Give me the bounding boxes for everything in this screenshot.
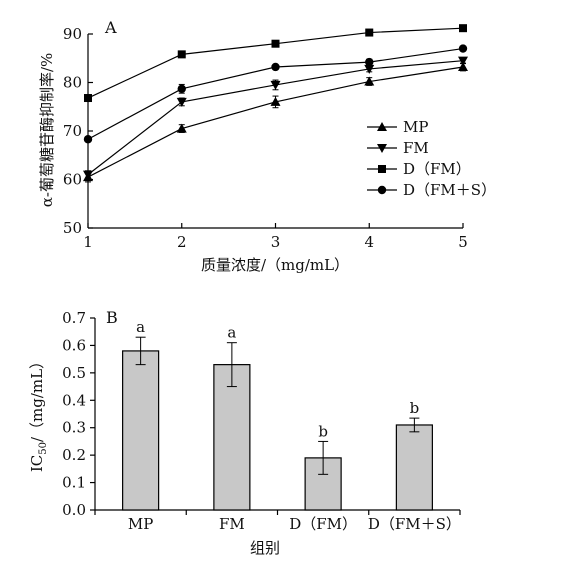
panel-b-y-tick-label: 0.7	[62, 309, 86, 327]
panel-a: A 50 60 70 80 90 1 2 3 4 5 MP FM D（FM） D（FM＋S） 质量浓度…	[38, 18, 496, 274]
panel-a-data-point	[176, 97, 187, 107]
panel-b-bar	[213, 364, 251, 511]
panel-a-data-point	[364, 76, 375, 86]
panel-b-bar-group-0: a	[122, 318, 160, 511]
panel-a-legend-entry-1: FM	[367, 139, 429, 157]
panel-b-y-tick-label: 0.3	[62, 419, 86, 437]
panel-a-y-tick-label: 90	[63, 25, 82, 43]
panel-b-x-axis-label: 组别	[250, 539, 280, 557]
panel-a-legend-label: D（FM＋S）	[403, 181, 496, 199]
panel-b-x-tick-label: D（FM）	[289, 515, 357, 533]
panel-a-data-point	[176, 123, 187, 133]
panel-a-y-tick-label: 60	[63, 171, 82, 189]
panel-b-y-tick-label: 0.1	[62, 474, 86, 492]
panel-a-label: A	[104, 18, 117, 37]
panel-a-series-3	[83, 44, 468, 144]
panel-b-bar-group-3: b	[395, 399, 433, 511]
panel-a-data-point	[84, 94, 92, 103]
panel-a-data-point	[271, 39, 280, 48]
panel-a-data-point	[364, 64, 375, 74]
panel-a-data-point	[177, 50, 186, 59]
panel-b: B 0.0 0.1 0.2 0.3 0.4 0.5 0.6 0.7 a a b b MP FM D（FM…	[28, 308, 461, 557]
panel-b-x-ticks: MP FM D（FM） D（FM＋S）	[94, 510, 461, 533]
panel-b-x-tick-label: FM	[219, 515, 245, 533]
panel-b-x-tick-label: D（FM＋S）	[368, 515, 461, 533]
panel-a-data-point	[365, 57, 374, 67]
panel-b-y-axis-label-subscript: 50	[38, 442, 49, 455]
panel-a-legend-marker	[378, 165, 386, 173]
panel-a-legend-label: FM	[403, 139, 429, 157]
panel-b-label: B	[106, 308, 118, 327]
panel-b-significance-letter: b	[318, 422, 328, 440]
panel-a-x-axis-label: 质量浓度/（mg/mL）	[201, 256, 349, 274]
panel-a-y-tick-label: 50	[63, 219, 82, 237]
panel-a-data-point	[83, 135, 93, 144]
panel-b-significance-letter: a	[136, 318, 145, 336]
panel-a-data-point	[458, 44, 468, 53]
panel-b-bar	[395, 424, 433, 511]
panel-a-data-point	[271, 62, 280, 72]
panel-a-x-tick-label: 3	[271, 233, 281, 251]
panel-b-y-tick-label: 0.5	[62, 364, 86, 382]
panel-a-data-point	[458, 56, 468, 66]
panel-a-legend-entry-0: MP	[367, 118, 428, 136]
panel-a-legend-marker	[377, 144, 387, 153]
panel-b-bar	[122, 350, 160, 511]
panel-a-legend-label: MP	[403, 118, 428, 136]
panel-a-x-ticks: 1 2 3 4 5	[83, 223, 468, 251]
panel-a-y-tick-label: 70	[63, 122, 82, 140]
panel-b-y-axis-label: IC50/（mg/mL）	[28, 354, 49, 472]
panel-a-x-tick-label: 5	[458, 233, 468, 251]
panel-b-bar-group-1: a	[213, 324, 251, 511]
panel-a-legend-entry-3: D（FM＋S）	[367, 181, 496, 199]
panel-a-data-point	[83, 170, 93, 180]
panel-b-significance-letter: a	[227, 324, 236, 342]
panel-b-bar-group-2: b	[304, 422, 342, 511]
panel-a-x-tick-label: 4	[364, 233, 374, 251]
panel-a-y-ticks: 50 60 70 80 90	[63, 25, 93, 237]
panel-b-y-tick-label: 0.6	[62, 336, 86, 354]
panel-a-y-tick-label: 80	[63, 74, 82, 92]
panel-b-y-tick-label: 0.0	[62, 501, 86, 519]
panel-b-bars: a a b b	[122, 318, 433, 511]
panel-a-y-axis-label: α-葡萄糖苷酶抑制率/%	[38, 53, 56, 208]
panel-a-data-point	[270, 80, 281, 90]
panel-a-legend-marker	[377, 122, 387, 131]
panel-a-data-point	[270, 96, 281, 106]
panel-a-series-2	[84, 24, 467, 103]
panel-b-y-ticks: 0.0 0.1 0.2 0.3 0.4 0.5 0.6 0.7	[62, 309, 95, 519]
panel-a-legend-label: D（FM）	[403, 160, 471, 178]
panel-a-data-point	[458, 61, 468, 71]
panel-b-x-tick-label: MP	[128, 515, 153, 533]
panel-a-legend-marker	[377, 185, 387, 195]
panel-a-series-1	[83, 56, 468, 180]
panel-b-y-tick-label: 0.2	[62, 446, 86, 464]
panel-a-data-point	[459, 24, 467, 33]
panel-b-y-tick-label: 0.4	[62, 391, 86, 409]
panel-a-data-point	[177, 84, 186, 94]
panel-a-legend: MP FM D（FM） D（FM＋S）	[367, 118, 496, 199]
panel-a-legend-entry-2: D（FM）	[367, 160, 471, 178]
panel-a-x-tick-label: 1	[83, 233, 93, 251]
panel-b-significance-letter: b	[410, 399, 420, 417]
panel-a-x-tick-label: 2	[177, 233, 187, 251]
panel-b-y-axis-label-main: IC	[28, 455, 46, 472]
panel-a-series	[83, 24, 468, 183]
panel-b-y-axis-label-unit: /（mg/mL）	[28, 354, 46, 442]
panel-a-data-point	[365, 28, 374, 37]
